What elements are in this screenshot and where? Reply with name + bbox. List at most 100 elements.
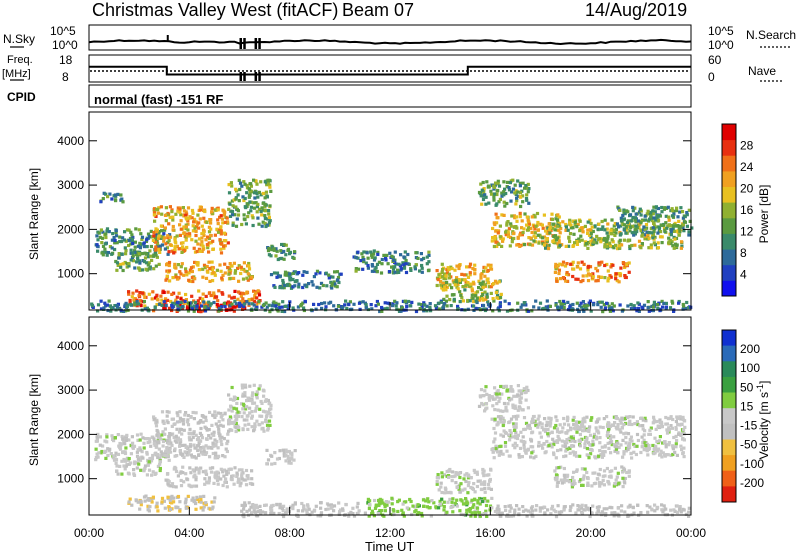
freq-panel: Freq. [MHz] 18 8 60 0 Nave	[2, 53, 782, 84]
power-cell	[614, 274, 618, 278]
power-cell	[441, 282, 445, 286]
velocity-cell	[576, 504, 580, 508]
velocity-cell	[464, 479, 468, 484]
velocity-cell	[376, 503, 380, 507]
power-cell	[166, 252, 170, 256]
power-cell	[305, 270, 309, 274]
power-cell	[310, 280, 314, 284]
power-cell	[669, 241, 673, 245]
velocity-cell	[655, 447, 659, 451]
velocity-cell	[219, 439, 223, 443]
power-cell	[268, 183, 272, 187]
velocity-cell	[145, 450, 149, 455]
velocity-cell	[547, 416, 551, 420]
power-cell	[639, 221, 643, 225]
beam-label: Beam 07	[342, 0, 414, 20]
power-cell	[472, 300, 476, 304]
velocity-cell	[511, 403, 515, 407]
power-cell	[154, 232, 158, 236]
power-cell	[586, 246, 590, 250]
velocity-cell	[522, 443, 526, 447]
velocity-cell	[152, 439, 157, 444]
velocity-cell	[349, 510, 353, 514]
velocity-cell	[122, 450, 126, 454]
power-cell	[553, 241, 557, 245]
velocity-cell	[409, 499, 413, 504]
velocity-cell	[277, 456, 281, 461]
power-cell	[658, 309, 662, 313]
power-cell	[633, 307, 637, 311]
velocity-colorbar-swatch	[722, 470, 736, 487]
velocity-cell	[123, 442, 127, 446]
velocity-cell	[514, 436, 518, 440]
power-cell	[104, 235, 108, 240]
velocity-cell	[517, 389, 521, 393]
power-cell	[261, 303, 265, 308]
power-cell	[143, 304, 147, 308]
velocity-cell	[503, 444, 508, 448]
power-cell	[239, 299, 243, 304]
power-cell	[513, 183, 517, 187]
velocity-cell	[616, 451, 620, 455]
velocity-cell	[541, 446, 545, 450]
velocity-cell	[155, 444, 159, 448]
power-cell	[481, 280, 485, 284]
velocity-cell	[659, 449, 663, 453]
velocity-cell	[545, 439, 549, 444]
velocity-cell	[653, 503, 657, 507]
velocity-cell	[126, 471, 130, 475]
power-cell	[582, 309, 586, 313]
velocity-cell	[319, 501, 323, 505]
power-cell	[148, 265, 152, 269]
power-cell	[676, 215, 680, 219]
velocity-cell	[490, 496, 494, 500]
power-cell	[494, 229, 498, 233]
velocity-cell	[493, 408, 497, 412]
power-cell	[637, 226, 641, 230]
power-cell	[582, 304, 586, 308]
velocity-cell	[577, 439, 581, 443]
velocity-cell	[172, 500, 176, 504]
velocity-cell	[236, 410, 240, 414]
power-cell	[137, 266, 141, 270]
velocity-colorbar-tick: 50	[740, 380, 754, 394]
velocity-cell	[260, 427, 264, 431]
power-cell	[182, 225, 186, 229]
velocity-cell	[519, 430, 523, 434]
velocity-cell	[378, 512, 382, 516]
velocity-cell	[250, 414, 254, 418]
power-cell	[536, 228, 540, 232]
power-cell	[536, 220, 540, 225]
velocity-cell	[430, 499, 434, 503]
velocity-cell	[191, 431, 196, 435]
velocity-cell	[285, 507, 289, 511]
power-cell	[580, 238, 584, 242]
power-cell	[527, 236, 531, 240]
power-cell	[632, 304, 636, 308]
velocity-cell	[269, 403, 273, 407]
power-cell	[445, 304, 449, 308]
velocity-cell	[171, 432, 175, 436]
power-cell	[254, 201, 258, 205]
power-cell	[137, 252, 141, 256]
power-cell	[288, 278, 292, 282]
power-cell	[685, 224, 689, 228]
velocity-cell	[440, 475, 444, 479]
power-cell	[607, 276, 611, 280]
velocity-cell	[221, 454, 225, 458]
power-cell	[466, 275, 471, 279]
power-cell	[377, 260, 381, 264]
power-cell	[491, 309, 495, 313]
power-cell	[495, 192, 499, 197]
velocity-cell	[568, 508, 572, 513]
velocity-cell	[186, 413, 190, 418]
velocity-cell	[327, 503, 331, 507]
power-cell	[518, 181, 522, 185]
velocity-cell	[687, 514, 691, 518]
power-cell	[274, 304, 278, 308]
power-cell	[501, 237, 505, 241]
velocity-cell	[598, 449, 602, 453]
velocity-colorbar-swatch	[722, 439, 736, 456]
velocity-cell	[411, 504, 415, 508]
power-cell	[123, 230, 127, 234]
